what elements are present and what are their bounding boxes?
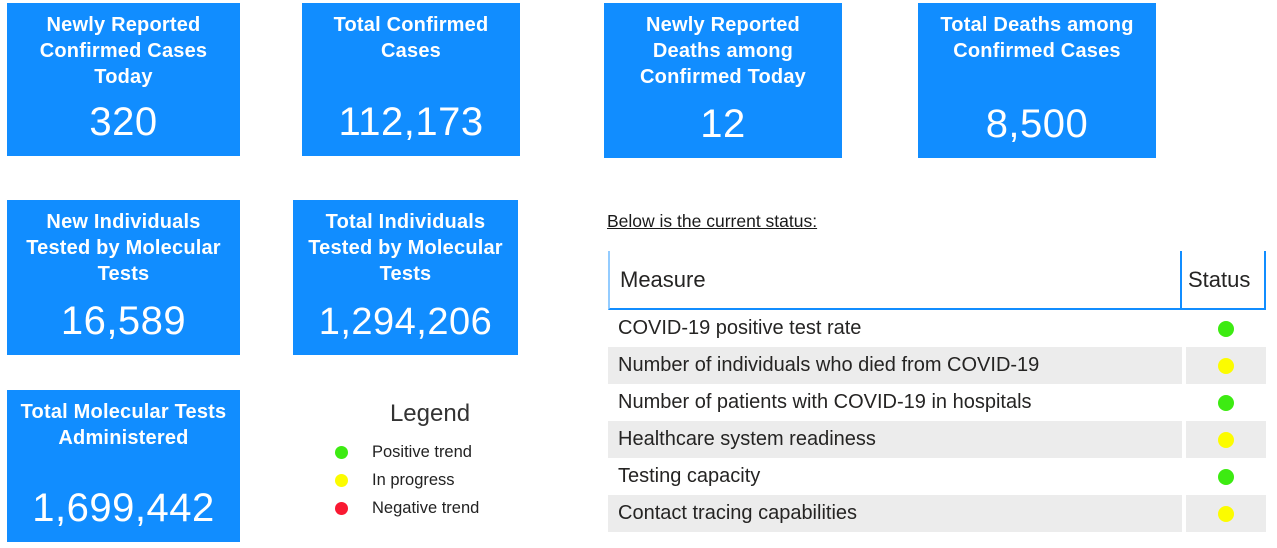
measure-cell: Testing capacity — [618, 465, 761, 487]
yellow-status-dot-icon — [1218, 431, 1234, 448]
measure-cell: Number of patients with COVID-19 in hosp… — [618, 391, 1032, 413]
kpi-card-value: 1,294,206 — [318, 301, 493, 343]
measure-cell: Healthcare system readiness — [618, 428, 876, 450]
green-status-dot-icon — [1218, 394, 1234, 411]
table-row: Testing capacity — [608, 458, 1266, 495]
kpi-card-value: 12 — [700, 102, 746, 146]
green-status-dot-icon — [1218, 320, 1234, 337]
kpi-card-newly-reported-confirmed-cases-today: Newly Reported Confirmed Cases Today 320 — [7, 3, 240, 156]
kpi-card-total-individuals-tested: Total Individuals Tested by Molecular Te… — [293, 200, 518, 355]
measure-cell: COVID-19 positive test rate — [618, 317, 862, 339]
yellow-status-dot-icon — [1218, 505, 1234, 522]
status-cell — [1182, 310, 1266, 347]
status-cell — [1182, 458, 1266, 495]
kpi-card-newly-reported-deaths-today: Newly Reported Deaths among Confirmed To… — [604, 3, 842, 158]
status-cell — [1182, 421, 1266, 458]
table-row: Number of individuals who died from COVI… — [608, 347, 1266, 384]
kpi-card-title: Total Individuals Tested by Molecular Te… — [308, 211, 503, 285]
green-status-dot-icon — [1218, 468, 1234, 485]
kpi-card-total-confirmed-cases: Total Confirmed Cases 112,173 — [302, 3, 520, 156]
table-row: Contact tracing capabilities — [608, 495, 1266, 532]
red-dot-icon — [335, 501, 348, 515]
status-heading: Below is the current status: — [607, 211, 818, 231]
measure-cell: Number of individuals who died from COVI… — [618, 354, 1040, 376]
yellow-dot-icon — [335, 473, 348, 487]
yellow-status-dot-icon — [1218, 357, 1234, 374]
legend-item-positive: Positive trend — [310, 438, 550, 466]
legend-item-in-progress: In progress — [310, 466, 550, 494]
kpi-card-title: Newly Reported Confirmed Cases Today — [39, 14, 208, 88]
legend-item-negative: Negative trend — [310, 494, 550, 522]
legend-item-label: Positive trend — [372, 442, 472, 461]
kpi-card-value: 1,699,442 — [32, 486, 215, 530]
status-table-header: Measure Status — [608, 251, 1266, 310]
measure-cell: Contact tracing capabilities — [618, 502, 858, 524]
status-cell — [1182, 495, 1266, 532]
kpi-card-value: 16,589 — [60, 299, 187, 343]
kpi-card-total-deaths: Total Deaths among Confirmed Cases 8,500 — [918, 3, 1156, 158]
kpi-card-title: Total Deaths among Confirmed Cases — [940, 14, 1134, 62]
status-table: Measure Status COVID-19 positive test ra… — [608, 251, 1266, 532]
kpi-card-title: Newly Reported Deaths among Confirmed To… — [640, 14, 806, 88]
column-header-status[interactable]: Status — [1180, 251, 1264, 308]
status-cell — [1182, 384, 1266, 421]
kpi-card-title: Total Molecular Tests Administered — [20, 401, 227, 449]
legend-title: Legend — [389, 400, 471, 427]
kpi-card-value: 112,173 — [338, 100, 484, 144]
legend-item-label: In progress — [372, 470, 455, 489]
legend: Legend Positive trend In progress Negati… — [310, 400, 550, 522]
table-row: Number of patients with COVID-19 in hosp… — [608, 384, 1266, 421]
column-header-measure[interactable]: Measure — [620, 266, 706, 292]
green-dot-icon — [335, 445, 348, 459]
status-table-body: COVID-19 positive test rate Number of in… — [608, 310, 1266, 532]
kpi-card-title: New Individuals Tested by Molecular Test… — [26, 211, 221, 285]
table-row: COVID-19 positive test rate — [608, 310, 1266, 347]
kpi-card-total-molecular-tests: Total Molecular Tests Administered 1,699… — [7, 390, 240, 542]
table-row: Healthcare system readiness — [608, 421, 1266, 458]
kpi-card-value: 320 — [89, 100, 158, 144]
kpi-card-title: Total Confirmed Cases — [333, 14, 489, 62]
kpi-card-new-individuals-tested: New Individuals Tested by Molecular Test… — [7, 200, 240, 355]
legend-item-label: Negative trend — [372, 498, 480, 517]
kpi-card-value: 8,500 — [985, 102, 1089, 146]
status-cell — [1182, 347, 1266, 384]
